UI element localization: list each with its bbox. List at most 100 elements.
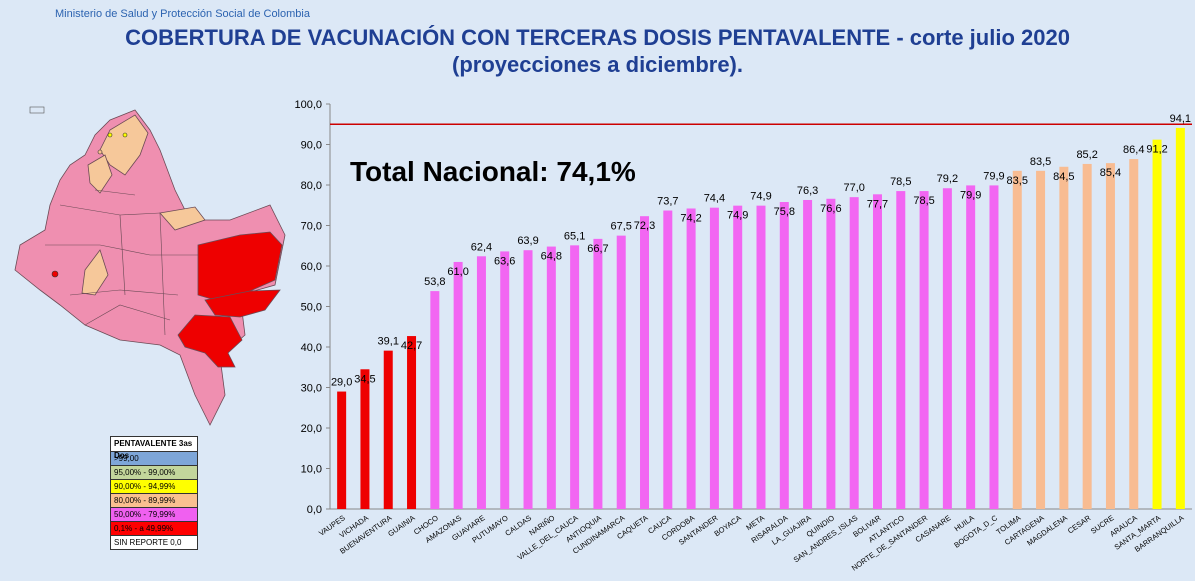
data-label: 79,9	[983, 170, 1004, 182]
map-marker-buenaventura	[51, 270, 59, 278]
bar	[709, 207, 719, 509]
data-label: 34,5	[354, 373, 375, 385]
y-tick-label: 50,0	[301, 302, 322, 314]
data-label: 63,6	[494, 255, 515, 267]
legend-item: >99,00	[111, 452, 197, 466]
data-label: 39,1	[378, 336, 399, 348]
bar	[1129, 159, 1139, 509]
data-label: 79,2	[937, 173, 958, 185]
legend-item: SIN REPORTE 0,0	[111, 536, 197, 549]
bar	[570, 245, 580, 509]
data-label: 62,4	[471, 241, 492, 253]
data-label: 85,4	[1100, 167, 1121, 179]
bar	[1175, 127, 1185, 510]
bar	[942, 188, 952, 510]
legend-item: 80,00% - 89,99%	[111, 494, 197, 508]
data-label: 74,9	[750, 191, 771, 203]
category-label: CALDAS	[503, 513, 533, 538]
ministry-label: Ministerio de Salud y Protección Social …	[55, 8, 310, 20]
total-nacional: Total Nacional: 74,1%	[350, 156, 636, 187]
bar	[523, 250, 533, 509]
data-label: 74,4	[704, 193, 725, 205]
data-label: 42,7	[401, 340, 422, 352]
map-marker-2	[122, 132, 128, 138]
page-title: COBERTURA DE VACUNACIÓN CON TERCERAS DOS…	[0, 24, 1195, 78]
data-label: 83,5	[1030, 156, 1051, 168]
data-label: 75,8	[774, 206, 795, 218]
bar	[733, 205, 743, 509]
title-line-1: COBERTURA DE VACUNACIÓN CON TERCERAS DOS…	[125, 25, 1070, 50]
data-label: 83,5	[1007, 175, 1028, 187]
colombia-map	[0, 95, 290, 435]
data-label: 86,4	[1123, 144, 1144, 156]
data-label: 78,5	[913, 195, 934, 207]
bar	[872, 194, 882, 509]
legend-item: 95,00% - 99,00%	[111, 466, 197, 480]
bar	[966, 185, 976, 509]
map-region-red-vaupes	[177, 314, 243, 368]
bar	[1036, 170, 1046, 509]
data-label: 63,9	[517, 235, 538, 247]
data-label: 61,0	[447, 266, 468, 278]
data-label: 91,2	[1146, 144, 1167, 156]
data-label: 79,9	[960, 189, 981, 201]
map-marker-1	[107, 132, 113, 138]
map-marker-3	[97, 149, 103, 155]
bar	[383, 350, 393, 509]
bar	[663, 210, 673, 509]
bar	[1059, 166, 1069, 509]
bar	[826, 198, 836, 509]
bar	[337, 391, 347, 509]
map-region-peach-4	[81, 249, 109, 296]
y-tick-label: 0,0	[307, 504, 322, 516]
bar	[616, 235, 626, 509]
bar	[430, 291, 440, 509]
y-tick-label: 90,0	[301, 140, 322, 152]
data-label: 67,5	[611, 221, 632, 233]
data-label: 72,3	[634, 220, 655, 232]
bar	[919, 191, 929, 509]
bar	[1082, 163, 1092, 509]
bar	[593, 238, 603, 510]
data-label: 53,8	[424, 276, 445, 288]
category-label: BOYACA	[713, 513, 743, 538]
bar	[407, 336, 417, 509]
y-tick-label: 80,0	[301, 180, 322, 192]
data-label: 29,0	[331, 377, 352, 389]
data-label: 74,9	[727, 210, 748, 222]
map-region-red-vichada	[197, 231, 283, 301]
bar	[756, 205, 766, 509]
data-label: 66,7	[587, 243, 608, 255]
bar	[640, 216, 650, 509]
bar	[989, 185, 999, 509]
bar	[896, 191, 906, 509]
bar	[546, 246, 556, 509]
y-tick-label: 100,0	[294, 99, 322, 111]
bar	[1152, 139, 1162, 509]
bar	[803, 199, 813, 510]
data-label: 77,0	[843, 182, 864, 194]
bar	[476, 256, 486, 509]
data-label: 76,3	[797, 185, 818, 197]
data-label: 76,6	[820, 203, 841, 215]
bar	[500, 251, 510, 510]
data-label: 64,8	[541, 251, 562, 263]
map-islands	[29, 106, 45, 114]
data-label: 84,5	[1053, 171, 1074, 183]
data-label: 77,7	[867, 198, 888, 210]
legend-item: 90,00% - 94,99%	[111, 480, 197, 494]
bar	[849, 197, 859, 509]
y-tick-label: 60,0	[301, 261, 322, 273]
legend-item: 0,1% - a 49,99%	[111, 522, 197, 536]
legend-item: 50,00% - 79,99%	[111, 508, 197, 522]
map-region-peach-3	[159, 206, 206, 231]
y-tick-label: 10,0	[301, 464, 322, 476]
title-line-2: (proyecciones a diciembre).	[452, 52, 743, 77]
bar	[1012, 170, 1022, 509]
data-label: 78,5	[890, 176, 911, 188]
data-label: 65,1	[564, 230, 585, 242]
data-label: 85,2	[1076, 149, 1097, 161]
data-label: 74,2	[680, 212, 701, 224]
